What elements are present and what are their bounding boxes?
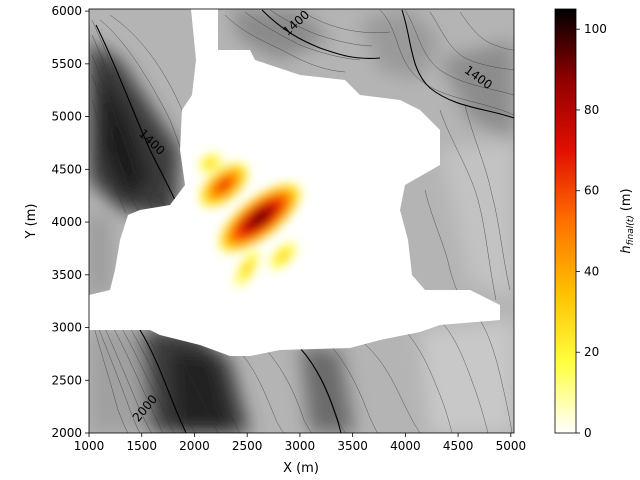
deposit-blob	[216, 181, 304, 255]
colorbar-tick-label: 80	[584, 103, 599, 117]
y-tick-label: 2500	[51, 373, 82, 387]
x-tick-label: 4000	[390, 439, 421, 453]
contour-lines-major	[95, 9, 514, 433]
x-axis: 1000 1500 2000 2500 3000 3500 4000 4500 5000	[74, 433, 526, 453]
colorbar-tick-label: 20	[584, 345, 599, 359]
deposit-blob	[230, 244, 264, 293]
x-tick-label: 4500	[443, 439, 474, 453]
colorbar-label-unit: (m)	[619, 188, 634, 211]
y-tick-label: 4500	[51, 162, 82, 176]
y-tick-label: 5500	[51, 57, 82, 71]
colorbar-tick-label: 40	[584, 264, 599, 278]
x-tick-label: 5000	[496, 439, 527, 453]
plot-frame	[88, 8, 515, 434]
x-tick-label: 3500	[337, 439, 368, 453]
deposit-blob	[194, 149, 227, 177]
colorbar-label: hfinal(t) (m)	[619, 188, 636, 253]
x-tick-label: 1000	[74, 439, 105, 453]
colorbar-axis: 0 20 40 60 80 100	[576, 22, 607, 440]
x-axis-label: X (m)	[283, 461, 319, 476]
x-tick-label: 1500	[126, 439, 157, 453]
colorbar-tick-label: 100	[584, 22, 607, 36]
deposit-thickness-heatmap	[194, 149, 304, 293]
deposit-blob	[264, 237, 302, 275]
y-tick-label: 5000	[51, 110, 82, 124]
y-tick-label: 2000	[51, 426, 82, 440]
deposit-blob	[197, 161, 251, 210]
colorbar-label-sub: final(t)	[626, 215, 636, 245]
y-tick-label: 6000	[51, 4, 82, 18]
y-axis-label: Y (m)	[24, 204, 39, 240]
x-tick-label: 2500	[232, 439, 263, 453]
contour-lines	[91, 9, 514, 433]
y-tick-label: 3500	[51, 268, 82, 282]
x-tick-label: 2000	[179, 439, 210, 453]
y-axis: 2000 2500 3000 3500 4000 4500 5000 5500 6000	[51, 4, 89, 440]
y-tick-label: 4000	[51, 215, 82, 229]
colorbar-tick-label: 60	[584, 184, 599, 198]
colorbar	[554, 8, 577, 434]
plot-area	[89, 9, 514, 433]
colorbar-label-main: h	[619, 245, 634, 253]
x-tick-label: 3000	[285, 439, 316, 453]
y-tick-label: 3000	[51, 321, 82, 335]
colorbar-tick-label: 0	[584, 426, 592, 440]
